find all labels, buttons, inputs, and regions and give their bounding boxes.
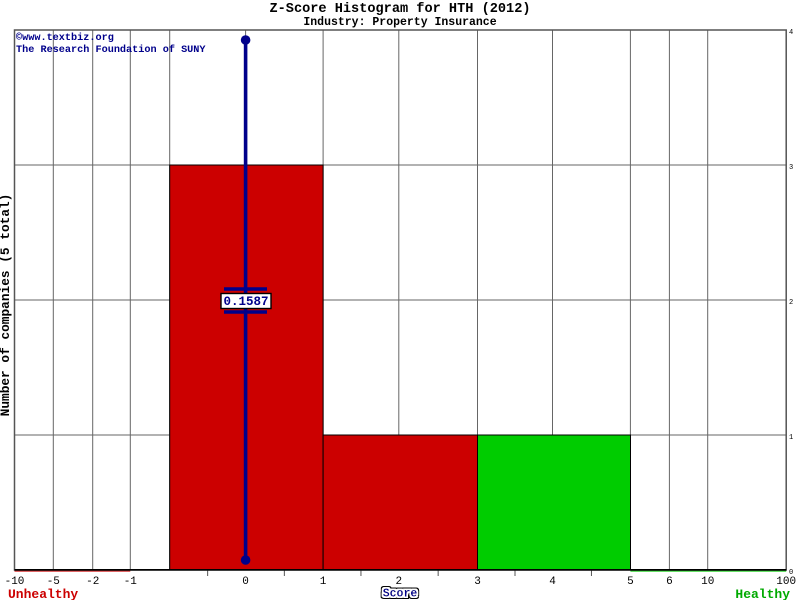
svg-text:1: 1 bbox=[320, 576, 327, 588]
svg-text:2: 2 bbox=[789, 299, 793, 307]
svg-text:6: 6 bbox=[666, 576, 673, 588]
svg-text:-1: -1 bbox=[124, 576, 138, 588]
svg-text:Number of companies (5 total): Number of companies (5 total) bbox=[0, 194, 13, 417]
svg-text:-2: -2 bbox=[86, 576, 99, 588]
svg-text:©www.textbiz.org: ©www.textbiz.org bbox=[16, 32, 114, 44]
svg-text:Z-Score Histogram for HTH (201: Z-Score Histogram for HTH (2012) bbox=[269, 2, 530, 17]
svg-text:3: 3 bbox=[474, 576, 481, 588]
svg-text:5: 5 bbox=[627, 576, 634, 588]
svg-text:2: 2 bbox=[395, 576, 402, 588]
svg-text:Industry: Property Insurance: Industry: Property Insurance bbox=[303, 16, 496, 29]
svg-text:0.1587: 0.1587 bbox=[223, 295, 268, 309]
svg-text:4: 4 bbox=[549, 576, 556, 588]
svg-text:10: 10 bbox=[701, 576, 714, 588]
svg-text:1: 1 bbox=[789, 434, 793, 442]
svg-text:Healthy: Healthy bbox=[735, 587, 790, 600]
svg-text:Unhealthy: Unhealthy bbox=[8, 587, 78, 600]
svg-text:3: 3 bbox=[789, 164, 793, 172]
svg-text:The Research Foundation of SUN: The Research Foundation of SUNY bbox=[16, 44, 206, 56]
svg-text:4: 4 bbox=[789, 29, 793, 37]
svg-text:0: 0 bbox=[242, 576, 249, 588]
svg-text:Score: Score bbox=[383, 588, 418, 601]
